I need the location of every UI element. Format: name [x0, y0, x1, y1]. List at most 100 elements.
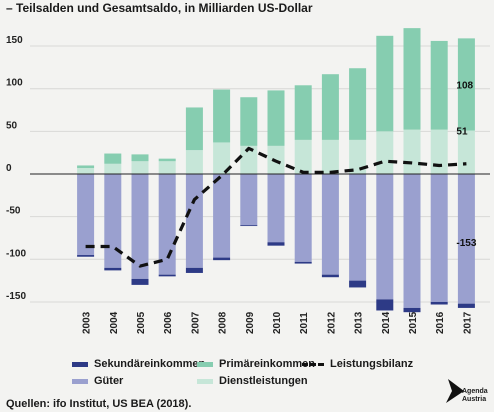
bar-sekundaereinkommen-2017: [457, 303, 475, 308]
bar-gueter-2010: [267, 174, 285, 243]
bar-primaereinkommen-2015: [403, 28, 421, 130]
bar-primaereinkommen-2005: [131, 154, 149, 162]
x-tick-label-2009: 2009: [245, 311, 256, 334]
bar-sekundaereinkommen-2015: [403, 307, 421, 313]
bar-gueter-2005: [131, 174, 149, 279]
x-tick-label-2004: 2004: [109, 311, 120, 334]
bar-sekundaereinkommen-2016: [430, 301, 448, 305]
bar-gueter-2006: [158, 174, 176, 275]
bar-gueter-2008: [213, 174, 231, 258]
x-tick-label-2007: 2007: [190, 311, 201, 334]
bar-gueter-2013: [349, 174, 367, 281]
bar-gueter-2017: [457, 174, 475, 304]
y-tick-label: 50: [6, 120, 18, 131]
bar-sekundaereinkommen-2009: [240, 225, 258, 227]
x-tick-label-2014: 2014: [381, 311, 392, 334]
bar-gueter-2004: [104, 174, 122, 268]
bar-primaereinkommen-2016: [430, 40, 448, 130]
agenda-austria-logo: Agenda Austria: [444, 379, 488, 409]
bar-dienstleistungen-2005: [131, 161, 149, 174]
bar-sekundaereinkommen-2006: [158, 274, 176, 277]
legend-item-dienstleistungen: Dienstleistungen: [197, 375, 308, 387]
bar-sekundaereinkommen-2003: [77, 255, 95, 257]
logo-line-1: Agenda: [462, 388, 488, 395]
label-layer: 150 100 50 0 -50 -100 -150 2003 2004 2005 2006 2007…: [6, 35, 477, 334]
x-tick-label-2003: 2003: [82, 311, 93, 334]
bar-gueter-2014: [376, 174, 394, 300]
legend-item-gueter: Güter: [72, 375, 123, 387]
legend-label-primaereinkommen: Primäreinkommen: [219, 358, 315, 370]
x-tick-label-2005: 2005: [136, 311, 147, 334]
x-tick-label-2008: 2008: [218, 311, 229, 334]
bar-primaereinkommen-2007: [185, 107, 203, 151]
bar-dienstleistungen-2006: [158, 161, 176, 174]
x-tick-label-2011: 2011: [299, 312, 310, 334]
line-leistungsbilanz: [85, 146, 467, 268]
bar-dienstleistungen-2004: [104, 163, 122, 174]
line-layer: [85, 146, 467, 268]
x-tick-label-2016: 2016: [435, 311, 446, 334]
bar-layer: [77, 28, 475, 313]
x-tick-label-2013: 2013: [354, 311, 365, 334]
x-tick-label-2015: 2015: [408, 311, 419, 334]
bar-sekundaereinkommen-2010: [267, 242, 285, 246]
bar-primaereinkommen-2009: [240, 97, 258, 146]
bar-sekundaereinkommen-2011: [294, 261, 312, 264]
bar-dienstleistungen-2008: [213, 142, 231, 174]
bar-sekundaereinkommen-2005: [131, 278, 149, 285]
legend-swatch-dienstleistungen: [197, 378, 213, 384]
logo-text: Agenda Austria: [462, 388, 488, 404]
bar-primaereinkommen-2010: [267, 90, 285, 146]
bar-dienstleistungen-2013: [349, 139, 367, 174]
logo-line-2: Austria: [462, 396, 487, 403]
bar-primaereinkommen-2008: [213, 89, 231, 143]
bar-sekundaereinkommen-2014: [376, 299, 394, 311]
x-tick-label-2012: 2012: [326, 311, 337, 334]
legend-label-gueter: Güter: [94, 375, 124, 387]
bar-dienstleistungen-2011: [294, 139, 312, 174]
legend-swatch-sekundaereinkommen: [72, 361, 88, 367]
legend-label-sekundaereinkommen: Sekundäreinkommen: [94, 358, 206, 370]
bar-sekundaereinkommen-2012: [321, 274, 339, 278]
bar-dienstleistungen-2015: [403, 129, 421, 174]
y-tick-label: 100: [6, 78, 23, 89]
chart-subtitle: – Teilsalden und Gesamtsaldo, in Milliar…: [6, 1, 313, 15]
bar-dienstleistungen-2016: [430, 129, 448, 174]
y-tick-label: -100: [6, 248, 26, 259]
x-tick-label-2010: 2010: [272, 311, 283, 334]
bar-primaereinkommen-2003: [77, 165, 95, 169]
bar-dienstleistungen-2009: [240, 145, 258, 174]
bar-sekundaereinkommen-2008: [213, 257, 231, 261]
legend-item-sekundaereinkommen: Sekundäreinkommen: [72, 358, 205, 370]
x-tick-label-2006: 2006: [163, 311, 174, 334]
bar-gueter-2007: [185, 174, 203, 268]
bar-primaereinkommen-2004: [104, 153, 122, 164]
y-tick-label: -150: [6, 291, 26, 302]
bar-sekundaereinkommen-2013: [349, 280, 367, 288]
bar-dienstleistungen-2012: [321, 139, 339, 174]
bar-sekundaereinkommen-2007: [185, 267, 203, 273]
data-label-51: 51: [456, 126, 468, 137]
legend-item-primaereinkommen: Primäreinkommen: [197, 358, 315, 370]
bar-sekundaereinkommen-2004: [104, 267, 122, 271]
bar-dienstleistungen-2017: [457, 130, 475, 174]
bar-dienstleistungen-2003: [77, 168, 95, 174]
legend-label-dienstleistungen: Dienstleistungen: [219, 375, 308, 387]
data-label-108: 108: [456, 80, 473, 91]
data-label--153: -153: [456, 238, 476, 249]
source-note: Quellen: ifo Institut, US BEA (2018).: [6, 398, 192, 410]
bar-gueter-2015: [403, 174, 421, 308]
bar-gueter-2011: [294, 174, 312, 262]
legend-item-leistungsbilanz: Leistungsbilanz: [302, 358, 413, 370]
bar-primaereinkommen-2017: [457, 38, 475, 131]
x-tick-label-2017: 2017: [462, 311, 473, 334]
legend-swatch-gueter: [72, 378, 88, 384]
legend-label-leistungsbilanz: Leistungsbilanz: [330, 358, 414, 370]
bar-dienstleistungen-2014: [376, 131, 394, 174]
bar-gueter-2009: [240, 174, 258, 226]
logo-mark-icon: [446, 379, 464, 403]
y-tick-label: -50: [6, 206, 21, 217]
bar-gueter-2003: [77, 174, 95, 256]
bar-primaereinkommen-2012: [321, 74, 339, 140]
bar-primaereinkommen-2014: [376, 35, 394, 132]
